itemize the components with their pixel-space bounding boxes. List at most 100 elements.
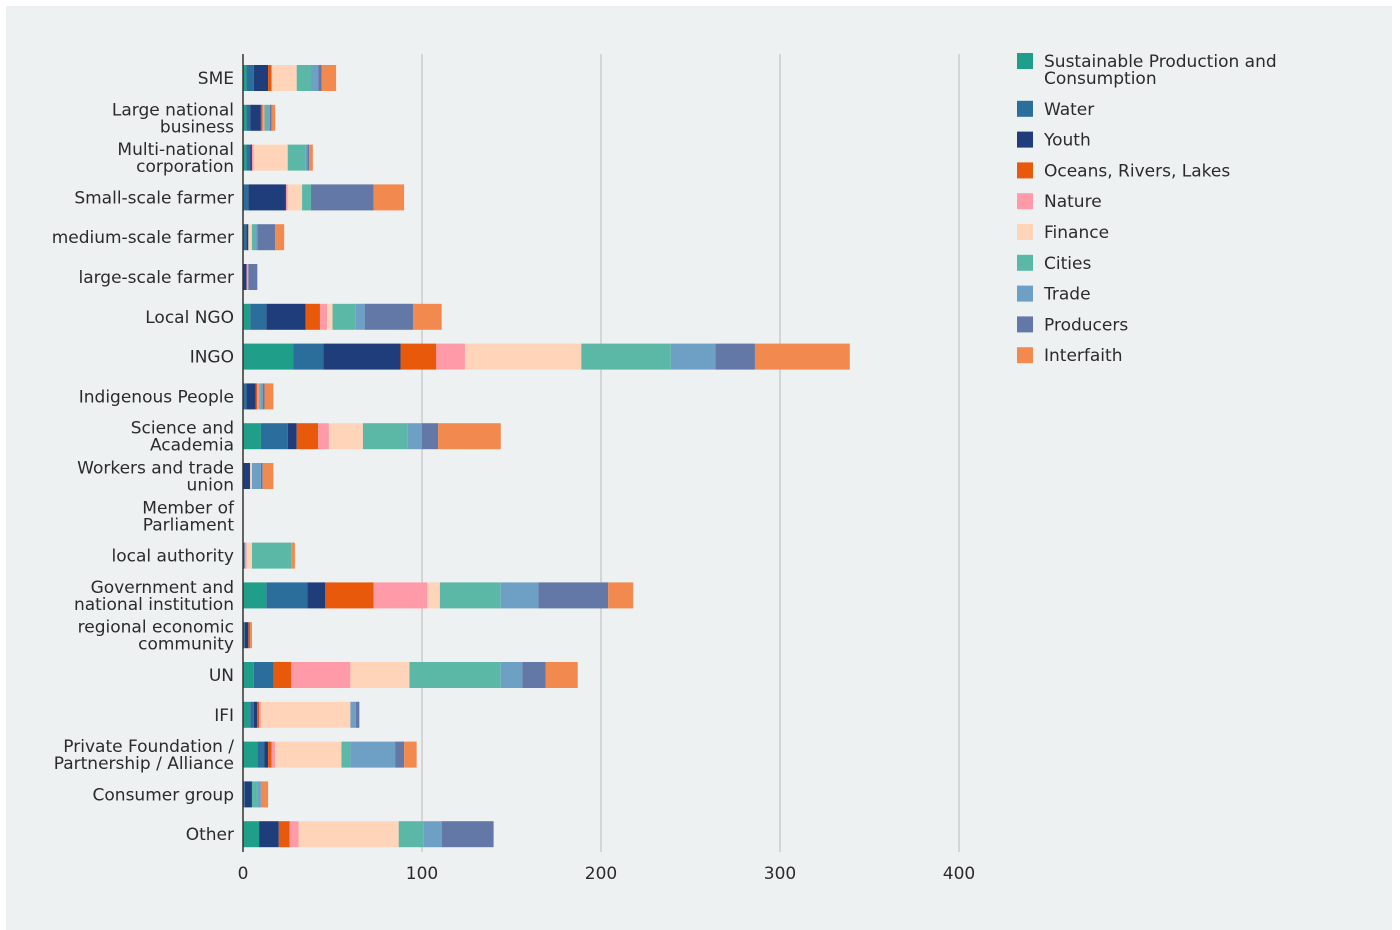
bar-segment[interactable] (250, 303, 267, 330)
legend-swatch[interactable] (1017, 224, 1033, 240)
bar-segment[interactable] (260, 423, 288, 450)
bar-segment[interactable] (268, 741, 272, 768)
bar-segment[interactable] (259, 383, 261, 410)
bar-segment[interactable] (581, 343, 671, 370)
bar-segment[interactable] (407, 423, 422, 450)
bar-segment[interactable] (522, 662, 546, 688)
bar-segment[interactable] (243, 701, 251, 728)
bar-segment[interactable] (244, 781, 252, 808)
legend-swatch[interactable] (1017, 131, 1033, 148)
bar-segment[interactable] (243, 303, 251, 330)
bar-segment[interactable] (715, 343, 755, 370)
legend-label[interactable]: Water (1044, 100, 1094, 120)
bar-segment[interactable] (260, 104, 263, 131)
bar-segment[interactable] (305, 144, 308, 171)
bar-segment[interactable] (251, 144, 254, 171)
bar-segment[interactable] (244, 542, 247, 569)
bar-segment[interactable] (355, 701, 360, 728)
bar-segment[interactable] (319, 303, 328, 330)
bar-segment[interactable] (545, 662, 578, 688)
legend-label[interactable]: Finance (1044, 223, 1109, 243)
bar-segment[interactable] (321, 65, 337, 91)
bar-segment[interactable] (259, 821, 279, 848)
legend-label[interactable]: Nature (1044, 192, 1102, 212)
bar-segment[interactable] (246, 542, 252, 569)
bar-segment[interactable] (538, 582, 609, 609)
bar-segment[interactable] (243, 184, 249, 211)
bar-segment[interactable] (243, 144, 247, 171)
bar-segment[interactable] (291, 662, 351, 688)
bar-segment[interactable] (318, 65, 322, 91)
bar-segment[interactable] (259, 701, 261, 728)
bar-segment[interactable] (257, 741, 265, 768)
bar-segment[interactable] (309, 144, 313, 171)
bar-segment[interactable] (287, 423, 297, 450)
bar-segment[interactable] (409, 662, 501, 688)
legend-swatch[interactable] (1017, 100, 1033, 117)
bar-segment[interactable] (441, 821, 494, 848)
bar-segment[interactable] (264, 383, 274, 410)
bar-segment[interactable] (302, 184, 312, 211)
bar-segment[interactable] (248, 622, 251, 649)
bar-segment[interactable] (257, 224, 276, 251)
legend-swatch[interactable] (1017, 193, 1033, 210)
bar-segment[interactable] (287, 144, 306, 171)
bar-segment[interactable] (262, 463, 274, 489)
legend-label[interactable]: Producers (1044, 315, 1128, 335)
bar-segment[interactable] (264, 104, 269, 131)
bar-segment[interactable] (243, 224, 247, 251)
legend-swatch[interactable] (1017, 162, 1033, 179)
bar-segment[interactable] (248, 264, 258, 290)
bar-segment[interactable] (364, 303, 414, 330)
bar-segment[interactable] (253, 65, 269, 91)
bar-segment[interactable] (266, 582, 308, 609)
legend-swatch[interactable] (1017, 347, 1033, 364)
bar-segment[interactable] (243, 781, 245, 808)
bar-segment[interactable] (260, 383, 263, 410)
legend-label[interactable]: Oceans, Rivers, Lakes (1044, 161, 1230, 181)
bar-segment[interactable] (243, 821, 260, 848)
bar-segment[interactable] (332, 303, 356, 330)
bar-segment[interactable] (670, 343, 716, 370)
bar-segment[interactable] (373, 582, 428, 609)
bar-segment[interactable] (325, 582, 374, 609)
bar-segment[interactable] (318, 423, 329, 450)
bar-segment[interactable] (413, 303, 442, 330)
bar-segment[interactable] (296, 423, 319, 450)
bar-segment[interactable] (287, 184, 303, 211)
bar-segment[interactable] (328, 423, 363, 450)
bar-segment[interactable] (251, 224, 256, 251)
legend-label[interactable]: Cities (1044, 254, 1091, 274)
bar-segment[interactable] (244, 622, 249, 649)
bar-segment[interactable] (268, 104, 270, 131)
bar-segment[interactable] (243, 741, 258, 768)
bar-segment[interactable] (350, 701, 356, 728)
bar-segment[interactable] (262, 104, 265, 131)
bar-segment[interactable] (500, 582, 539, 609)
bar-segment[interactable] (398, 821, 424, 848)
bar-segment[interactable] (293, 343, 324, 370)
bar-segment[interactable] (253, 701, 258, 728)
bar-segment[interactable] (250, 622, 252, 649)
bar-segment[interactable] (404, 741, 417, 768)
bar-segment[interactable] (464, 343, 582, 370)
bar-segment[interactable] (260, 781, 269, 808)
bar-segment[interactable] (243, 542, 245, 569)
bar-segment[interactable] (285, 184, 288, 211)
bar-segment[interactable] (350, 741, 396, 768)
bar-segment[interactable] (243, 343, 294, 370)
bar-segment[interactable] (246, 144, 251, 171)
bar-segment[interactable] (305, 303, 320, 330)
bar-segment[interactable] (298, 821, 399, 848)
bar-segment[interactable] (400, 343, 437, 370)
bar-segment[interactable] (243, 383, 247, 410)
bar-segment[interactable] (423, 821, 442, 848)
bar-segment[interactable] (754, 343, 850, 370)
bar-segment[interactable] (311, 65, 319, 91)
bar-segment[interactable] (243, 264, 247, 290)
bar-segment[interactable] (251, 542, 292, 569)
bar-segment[interactable] (257, 781, 261, 808)
legend-label[interactable]: Consumption (1044, 69, 1157, 89)
bar-segment[interactable] (246, 65, 254, 91)
